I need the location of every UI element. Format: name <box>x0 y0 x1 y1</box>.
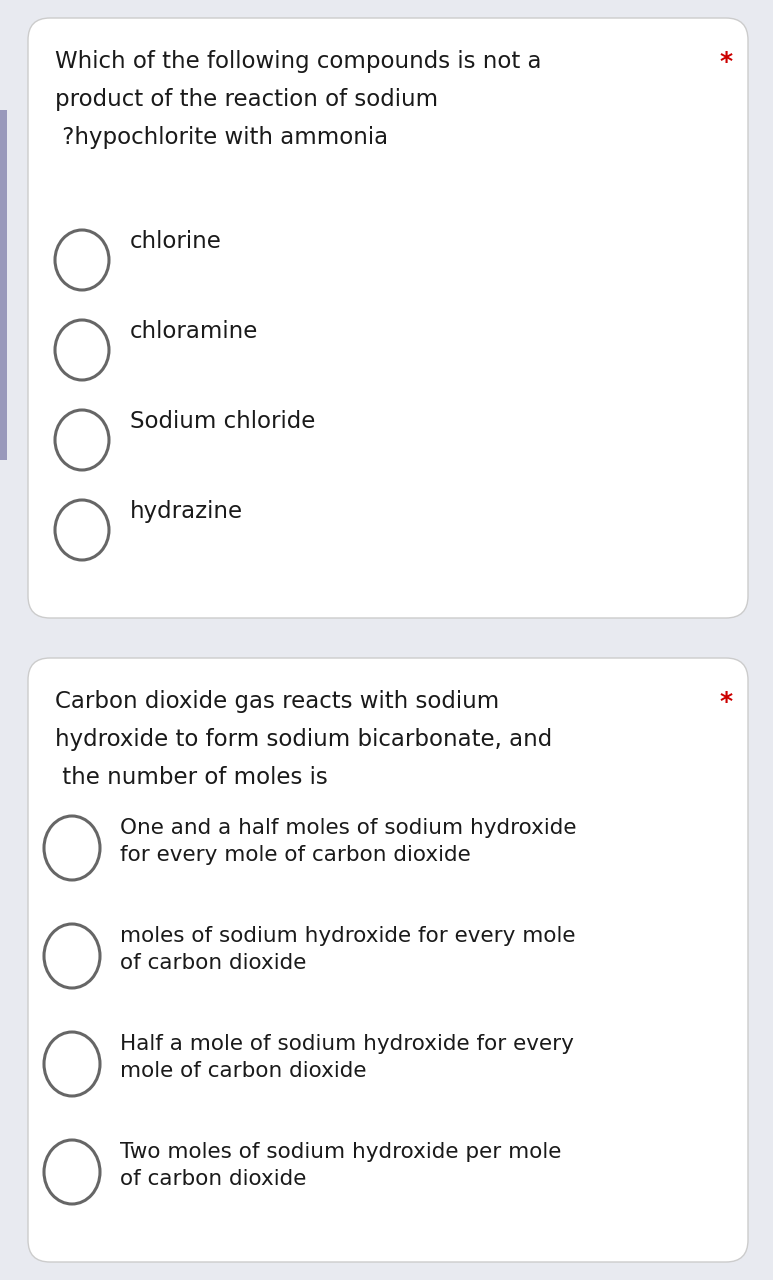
Text: product of the reaction of sodium: product of the reaction of sodium <box>55 88 438 111</box>
Text: Half a mole of sodium hydroxide for every
mole of carbon dioxide: Half a mole of sodium hydroxide for ever… <box>120 1034 574 1082</box>
Text: One and a half moles of sodium hydroxide
for every mole of carbon dioxide: One and a half moles of sodium hydroxide… <box>120 818 577 865</box>
Text: hydrazine: hydrazine <box>130 500 243 524</box>
FancyBboxPatch shape <box>28 658 748 1262</box>
Ellipse shape <box>44 817 100 881</box>
Text: *: * <box>720 690 733 714</box>
Ellipse shape <box>55 500 109 561</box>
FancyBboxPatch shape <box>0 110 7 460</box>
Ellipse shape <box>55 410 109 470</box>
Ellipse shape <box>44 1140 100 1204</box>
Text: ?hypochlorite with ammonia: ?hypochlorite with ammonia <box>55 125 388 148</box>
Text: *: * <box>720 50 733 74</box>
Ellipse shape <box>44 924 100 988</box>
Text: the number of moles is: the number of moles is <box>55 765 328 788</box>
Ellipse shape <box>55 230 109 291</box>
Ellipse shape <box>55 320 109 380</box>
Ellipse shape <box>44 1032 100 1096</box>
Text: Which of the following compounds is not a: Which of the following compounds is not … <box>55 50 542 73</box>
Text: Carbon dioxide gas reacts with sodium: Carbon dioxide gas reacts with sodium <box>55 690 499 713</box>
FancyBboxPatch shape <box>28 18 748 618</box>
Text: Two moles of sodium hydroxide per mole
of carbon dioxide: Two moles of sodium hydroxide per mole o… <box>120 1142 561 1189</box>
Text: moles of sodium hydroxide for every mole
of carbon dioxide: moles of sodium hydroxide for every mole… <box>120 925 576 973</box>
Text: chlorine: chlorine <box>130 230 222 253</box>
Text: hydroxide to form sodium bicarbonate, and: hydroxide to form sodium bicarbonate, an… <box>55 728 552 751</box>
Text: chloramine: chloramine <box>130 320 258 343</box>
Text: Sodium chloride: Sodium chloride <box>130 410 315 433</box>
